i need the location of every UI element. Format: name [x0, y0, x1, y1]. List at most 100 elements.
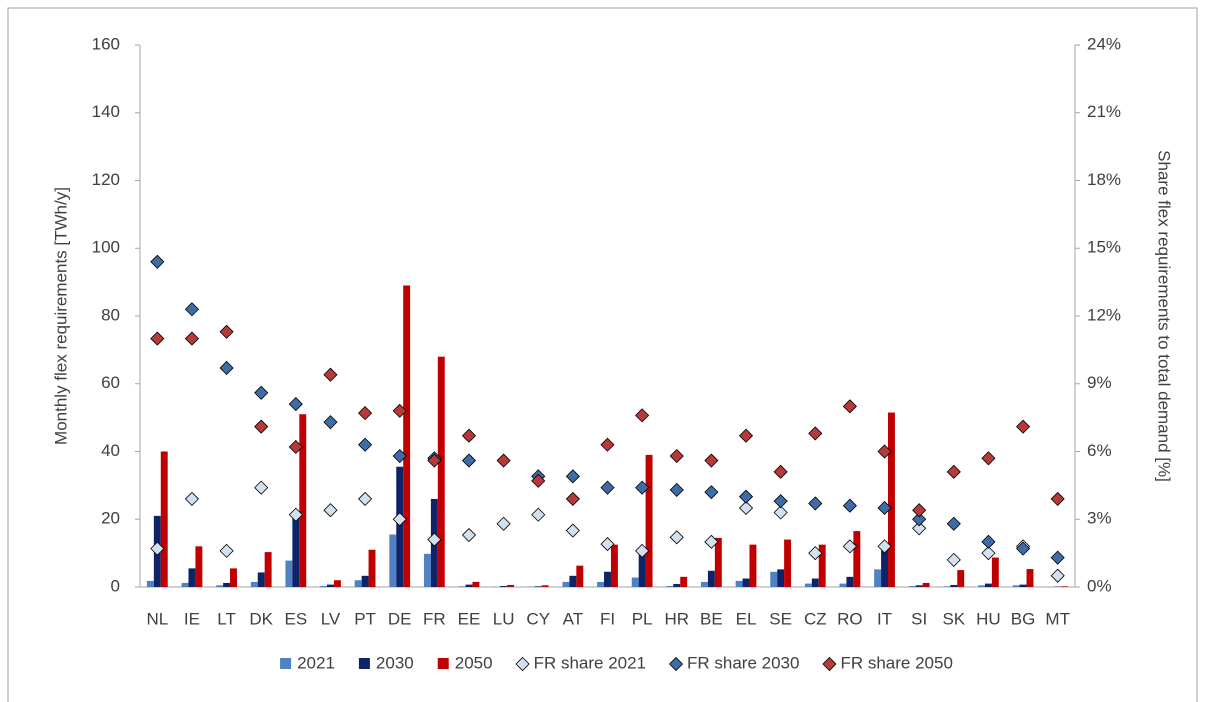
bar — [216, 585, 224, 587]
point — [981, 534, 996, 549]
point — [669, 482, 684, 497]
bar — [839, 583, 847, 587]
y-tick-label: 40 — [101, 441, 120, 460]
point — [946, 464, 961, 479]
point — [842, 539, 857, 554]
x-tick-label: EL — [736, 609, 757, 628]
bar — [804, 583, 812, 587]
point — [1015, 419, 1031, 434]
point — [842, 399, 857, 414]
x-tick-label: FI — [600, 609, 615, 628]
x-tick-label: NL — [146, 609, 168, 628]
legend-swatch — [280, 658, 292, 669]
legend-swatch — [822, 656, 837, 672]
x-tick-label: MT — [1045, 609, 1070, 628]
bar — [576, 565, 584, 587]
bar — [333, 580, 341, 587]
point — [981, 546, 996, 561]
point — [496, 453, 511, 468]
point — [531, 473, 546, 488]
bar — [361, 575, 369, 587]
point — [877, 444, 892, 459]
point — [912, 512, 927, 527]
point — [496, 516, 511, 531]
bar — [735, 580, 743, 587]
bar — [610, 544, 618, 587]
x-tick-label: PT — [354, 609, 376, 628]
point — [323, 415, 338, 430]
point — [946, 552, 961, 567]
bar — [320, 585, 327, 587]
point — [323, 503, 338, 518]
point — [184, 302, 200, 317]
point — [427, 532, 442, 547]
bar — [631, 577, 639, 587]
point — [392, 403, 407, 418]
point — [808, 426, 823, 441]
bar — [465, 584, 473, 587]
x-tick-label: LU — [493, 609, 515, 628]
y-tick-label: 0 — [111, 576, 120, 595]
point — [565, 523, 580, 538]
x-tick-label: SI — [911, 609, 927, 628]
bar — [784, 539, 792, 587]
point — [358, 437, 373, 452]
bar — [389, 534, 397, 587]
point — [427, 453, 442, 468]
bar — [604, 571, 611, 587]
y2-tick-label: 18% — [1087, 170, 1121, 189]
x-tick-label: PL — [632, 609, 653, 628]
bar — [562, 581, 570, 587]
y-tick-label: 80 — [101, 305, 120, 324]
bar — [160, 451, 168, 587]
x-tick-label: IT — [877, 609, 892, 628]
x-tick-label: IE — [184, 609, 200, 628]
point — [773, 464, 788, 479]
legend-swatch — [437, 658, 449, 669]
bar — [541, 585, 549, 587]
bar — [749, 544, 757, 587]
point — [669, 530, 684, 545]
y-tick-label: 100 — [92, 238, 120, 257]
x-tick-label: CZ — [804, 609, 827, 628]
bar — [569, 575, 577, 587]
x-tick-label: EE — [458, 609, 481, 628]
bar — [368, 549, 376, 587]
x-tick-label: LV — [321, 609, 341, 628]
point — [254, 419, 269, 434]
point — [738, 489, 754, 504]
point — [738, 428, 754, 443]
bar — [396, 466, 404, 587]
point — [219, 324, 234, 339]
point — [565, 491, 580, 506]
point — [184, 331, 200, 346]
point — [635, 543, 650, 558]
bar — [701, 581, 708, 587]
y2-axis-title: Share flex requirements to total demand … — [1155, 150, 1174, 482]
legend-label: FR share 2030 — [687, 653, 799, 672]
y2-tick-label: 24% — [1087, 34, 1121, 53]
point — [1050, 568, 1065, 583]
point — [704, 485, 719, 500]
point — [219, 360, 234, 376]
point — [323, 367, 338, 382]
y2-tick-label: 9% — [1087, 373, 1112, 392]
bar — [354, 580, 362, 587]
bar — [853, 531, 861, 587]
point — [981, 451, 996, 466]
y2-tick-label: 3% — [1087, 509, 1112, 528]
point — [184, 491, 200, 506]
x-tick-label: RO — [837, 609, 863, 628]
bar — [1019, 584, 1027, 587]
point — [773, 494, 788, 509]
bar — [915, 585, 923, 587]
point — [392, 448, 407, 464]
bar — [507, 584, 514, 587]
y2-tick-label: 0% — [1087, 576, 1112, 595]
bar — [957, 570, 965, 587]
bar — [991, 557, 999, 587]
bar — [742, 578, 750, 587]
bar — [597, 581, 605, 587]
y2-tick-label: 21% — [1087, 102, 1121, 121]
point — [635, 480, 650, 495]
